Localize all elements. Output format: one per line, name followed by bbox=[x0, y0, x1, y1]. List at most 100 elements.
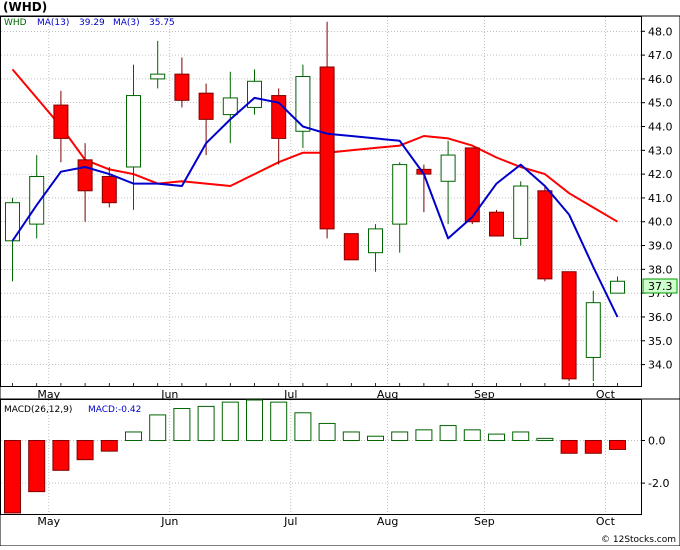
chart-title: (WHD) bbox=[3, 0, 47, 14]
macd-bar-4 bbox=[100, 439, 118, 452]
macd-bar-1 bbox=[28, 439, 46, 493]
candle-body-6 bbox=[150, 73, 166, 80]
macd-bar-16 bbox=[391, 431, 409, 441]
legend-ma3-value: 35.75 bbox=[149, 18, 175, 28]
macd-panel-frame bbox=[0, 398, 680, 547]
macd-bar-17 bbox=[415, 429, 433, 441]
price-x-label-2: Jul bbox=[283, 388, 297, 401]
macd-bar-11 bbox=[270, 401, 288, 441]
candle-body-24 bbox=[585, 302, 601, 358]
macd-bar-22 bbox=[536, 437, 554, 441]
legend-ticker: WHD bbox=[4, 18, 27, 28]
legend-ma13-value: 39.29 bbox=[79, 18, 105, 28]
price-x-label-5: Oct bbox=[596, 388, 616, 401]
last-price-value: 37.3 bbox=[648, 280, 673, 293]
macd-bar-24 bbox=[584, 439, 602, 454]
candle-body-5 bbox=[126, 95, 141, 168]
macd-bar-25 bbox=[609, 439, 626, 450]
macd-bar-8 bbox=[197, 405, 215, 441]
price-y-tick-label-13: 47.0 bbox=[648, 49, 673, 62]
macd-bar-23 bbox=[560, 439, 578, 454]
macd-bar-3 bbox=[76, 439, 94, 461]
candle-body-20 bbox=[489, 211, 504, 237]
candle-1 bbox=[29, 155, 45, 239]
price-x-label-4: Sep bbox=[474, 388, 495, 401]
ma3-layer bbox=[11, 96, 619, 318]
candle-23 bbox=[561, 271, 577, 382]
ma3-line bbox=[11, 96, 619, 318]
candle-body-9 bbox=[222, 97, 238, 116]
last-price-box bbox=[642, 278, 678, 294]
macd-legend: MACD(26,12,9) MACD:-0.42 bbox=[4, 405, 141, 415]
macd-bar-19 bbox=[463, 429, 481, 441]
macd-bar-18 bbox=[439, 425, 457, 441]
candle-2 bbox=[53, 90, 69, 163]
candle-body-19 bbox=[464, 147, 480, 223]
macd-x-label-0: May bbox=[37, 515, 60, 528]
macd-x-label-1: Jun bbox=[160, 515, 178, 528]
candle-14 bbox=[343, 233, 359, 261]
price-legend: WHD MA(13) 39.29 MA(3) 35.75 bbox=[4, 18, 175, 28]
macd-bar-0 bbox=[4, 439, 21, 514]
candle-12 bbox=[295, 64, 311, 148]
macd-x-axis: May Jun Jul Aug Sep Oct bbox=[37, 515, 615, 528]
candle-body-1 bbox=[29, 176, 45, 225]
macd-bar-15 bbox=[367, 435, 384, 441]
candle-body-4 bbox=[101, 176, 117, 204]
price-y-tick-label-10: 44.0 bbox=[648, 121, 673, 134]
candle-18 bbox=[440, 140, 456, 225]
macd-label: MACD(26,12,9) bbox=[4, 405, 72, 415]
candle-body-3 bbox=[77, 159, 93, 192]
candle-body-7 bbox=[174, 73, 190, 101]
candle-9 bbox=[222, 71, 238, 144]
price-y-tick-label-9: 43.0 bbox=[648, 144, 673, 157]
candle-20 bbox=[489, 209, 504, 237]
candle-5 bbox=[126, 64, 141, 210]
price-y-tick-label-7: 41.0 bbox=[648, 192, 673, 205]
price-y-tick-label-1: 35.0 bbox=[648, 335, 673, 348]
candle-body-22 bbox=[537, 190, 553, 280]
candle-body-23 bbox=[561, 271, 577, 380]
macd-y-tick-label-1: -2.0 bbox=[648, 477, 669, 490]
macd-bar-13 bbox=[318, 422, 336, 441]
candle-21 bbox=[513, 181, 529, 246]
macd-layer bbox=[4, 399, 626, 514]
candle-25 bbox=[610, 276, 625, 294]
candle-4 bbox=[101, 166, 117, 208]
macd-bar-2 bbox=[52, 439, 70, 471]
candle-19 bbox=[464, 147, 480, 225]
macd-bar-5 bbox=[125, 431, 142, 441]
candle-body-8 bbox=[198, 92, 214, 120]
candle-body-25 bbox=[610, 280, 625, 294]
candle-6 bbox=[150, 40, 166, 89]
ma13-layer bbox=[11, 68, 619, 223]
price-x-label-3: Aug bbox=[377, 388, 398, 401]
candle-15 bbox=[368, 224, 383, 272]
macd-x-label-2: Jul bbox=[283, 515, 297, 528]
macd-grid bbox=[1, 400, 641, 514]
macd-value-label: MACD:-0.42 bbox=[88, 405, 141, 415]
macd-bar-20 bbox=[488, 433, 505, 441]
macd-bar-9 bbox=[221, 401, 239, 441]
price-y-tick-label-2: 36.0 bbox=[648, 311, 673, 324]
legend-ma13-label: MA(13) bbox=[37, 18, 69, 28]
macd-x-label-4: Sep bbox=[474, 515, 495, 528]
last-price-tag: 37.3 bbox=[642, 278, 678, 294]
candle-24 bbox=[585, 290, 601, 382]
price-panel-frame bbox=[0, 15, 680, 404]
price-y-tick-label-5: 39.0 bbox=[648, 240, 673, 253]
price-y-tick-label-8: 42.0 bbox=[648, 168, 673, 181]
price-y-tick-label-14: 48.0 bbox=[648, 25, 673, 38]
macd-bar-14 bbox=[342, 431, 360, 441]
candle-0 bbox=[5, 197, 20, 282]
candle-body-15 bbox=[368, 228, 383, 254]
candle-8 bbox=[198, 83, 214, 156]
candle-body-12 bbox=[295, 76, 311, 132]
price-y-tick-label-12: 46.0 bbox=[648, 73, 673, 86]
candle-7 bbox=[174, 57, 190, 108]
candle-body-16 bbox=[392, 164, 408, 225]
candle-body-13 bbox=[319, 66, 335, 230]
macd-x-label-5: Oct bbox=[596, 515, 616, 528]
